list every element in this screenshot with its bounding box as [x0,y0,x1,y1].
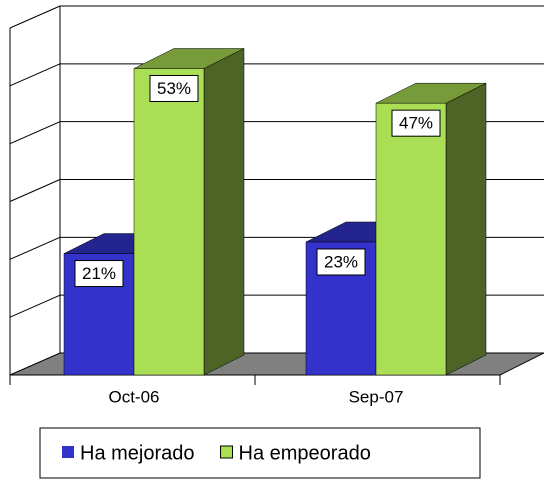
value-label-box [74,260,124,288]
x-tick-label: Oct-06 [108,387,159,406]
value-label-box [316,248,366,276]
x-tick-label: Sep-07 [349,387,404,406]
value-label: 23% [324,252,358,271]
bar [375,102,447,376]
value-label-box [391,109,441,137]
legend-label: Ha mejorado [80,442,195,464]
legend-label: Ha empeorado [239,442,371,464]
grid-line [9,63,61,87]
grid-line [9,294,61,318]
grid-line [9,236,61,260]
legend [39,427,481,479]
value-label-box [149,74,199,102]
grid-line [9,5,61,29]
value-label: 21% [82,264,116,283]
value-label: 47% [399,114,433,133]
legend-swatch [62,446,74,458]
grid-line [9,121,61,145]
value-label: 53% [157,79,191,98]
bar [133,68,205,376]
grid-line [9,179,61,202]
legend-swatch [220,445,234,459]
bar-side [445,82,487,376]
bar-side [203,48,245,376]
